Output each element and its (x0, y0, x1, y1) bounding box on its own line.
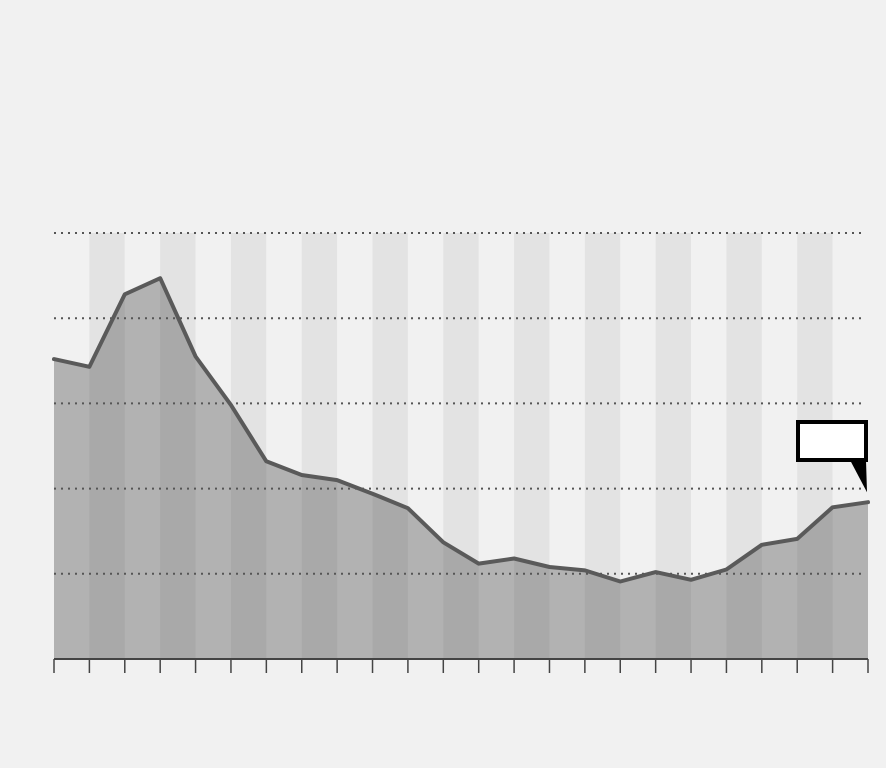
data-point (300, 473, 304, 477)
data-point (512, 556, 516, 560)
data-point (441, 540, 445, 544)
data-point (158, 276, 162, 280)
data-point (654, 570, 658, 574)
data-point (547, 565, 551, 569)
data-point (689, 578, 693, 582)
data-point (123, 292, 127, 296)
series-line (52, 276, 870, 584)
data-point (229, 403, 233, 407)
data-point (87, 365, 91, 369)
data-point (52, 357, 56, 361)
data-point (264, 459, 268, 463)
data-point (406, 506, 410, 510)
data-point (583, 568, 587, 572)
data-point (335, 478, 339, 482)
data-point (194, 355, 198, 359)
data-point (724, 568, 728, 572)
data-point (618, 579, 622, 583)
line-layer (52, 276, 870, 584)
x-axis (53, 658, 869, 673)
callout-pointer (850, 460, 867, 493)
annotations (796, 420, 868, 493)
data-point (831, 505, 835, 509)
data-point (371, 492, 375, 496)
data-point (866, 500, 870, 504)
credit-note (666, 715, 872, 737)
data-point (795, 537, 799, 541)
data-point (760, 543, 764, 547)
source-note (18, 715, 304, 737)
data-point (477, 562, 481, 566)
callout-box (796, 420, 868, 462)
gridlines (54, 232, 866, 575)
